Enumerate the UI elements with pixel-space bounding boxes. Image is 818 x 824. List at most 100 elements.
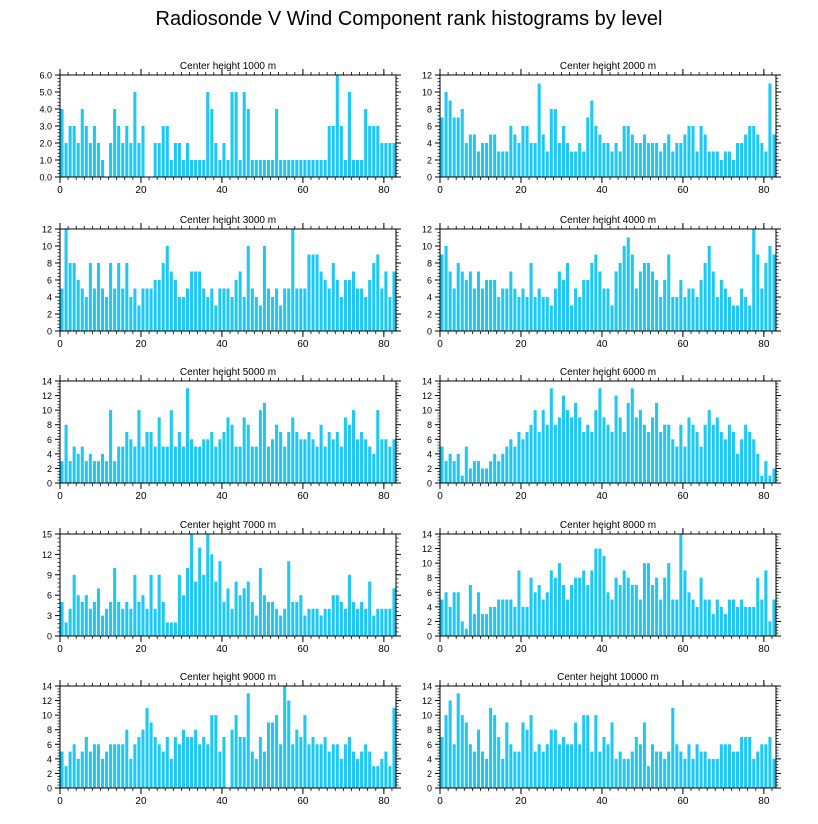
histogram-bar bbox=[307, 432, 311, 483]
histogram-bar bbox=[190, 160, 194, 177]
y-tick-label: 12 bbox=[422, 544, 432, 554]
histogram-bar bbox=[671, 297, 675, 331]
histogram-bar bbox=[655, 280, 659, 331]
histogram-bar bbox=[262, 246, 266, 331]
histogram-bar bbox=[671, 439, 675, 483]
y-tick-label: 4 bbox=[427, 754, 432, 764]
histogram-bar bbox=[614, 143, 618, 177]
histogram-bar bbox=[351, 160, 356, 177]
histogram-bar bbox=[157, 280, 161, 331]
histogram-bar bbox=[598, 751, 602, 788]
histogram-bar bbox=[105, 461, 109, 483]
histogram-bar bbox=[578, 417, 582, 483]
x-tick-label: 60 bbox=[677, 644, 689, 655]
histogram-bar bbox=[659, 599, 663, 636]
y-tick-label: 14 bbox=[422, 377, 432, 387]
histogram-bar bbox=[460, 715, 464, 788]
histogram-bar bbox=[586, 280, 590, 331]
histogram-bar bbox=[651, 143, 655, 177]
histogram-bar bbox=[525, 606, 529, 636]
histogram-bar bbox=[553, 424, 557, 483]
histogram-bar bbox=[570, 417, 574, 483]
histogram-bar bbox=[655, 143, 659, 177]
histogram-bar bbox=[210, 554, 214, 636]
histogram-bar bbox=[92, 744, 96, 788]
histogram-bar bbox=[772, 254, 776, 331]
histogram-bar bbox=[262, 160, 266, 177]
histogram-bar bbox=[707, 599, 711, 636]
histogram-bar bbox=[699, 280, 703, 331]
histogram-bar bbox=[727, 424, 731, 483]
histogram-bar bbox=[113, 461, 117, 483]
x-tick-label: 40 bbox=[216, 796, 228, 807]
histogram-bar bbox=[618, 751, 622, 788]
histogram-bar bbox=[125, 263, 129, 331]
histogram-bar bbox=[541, 297, 545, 331]
histogram-bar bbox=[96, 461, 100, 483]
histogram-bar bbox=[194, 729, 198, 788]
y-tick-label: 14 bbox=[42, 377, 52, 387]
y-tick-label: 4 bbox=[427, 139, 432, 149]
histogram-bar bbox=[557, 744, 561, 788]
histogram-bar bbox=[695, 606, 699, 636]
histogram-bar bbox=[760, 599, 764, 636]
histogram-bar bbox=[198, 160, 202, 177]
histogram-bar bbox=[606, 424, 610, 483]
histogram-bar bbox=[521, 722, 525, 788]
y-tick-label: 14 bbox=[422, 682, 432, 692]
histogram-bar bbox=[586, 585, 590, 636]
histogram-bar bbox=[137, 305, 141, 331]
histogram-bar bbox=[117, 126, 121, 177]
histogram-bar bbox=[238, 595, 242, 636]
histogram-bar bbox=[331, 744, 335, 788]
histogram-bar bbox=[703, 134, 707, 177]
histogram-bar bbox=[129, 608, 133, 636]
histogram-bar bbox=[262, 595, 266, 636]
histogram-bar bbox=[250, 751, 254, 788]
y-tick-label: 2 bbox=[47, 310, 52, 320]
histogram-bar bbox=[84, 461, 88, 483]
histogram-bar bbox=[715, 151, 719, 177]
histogram-bar bbox=[105, 751, 109, 788]
y-tick-label: 0 bbox=[427, 784, 432, 794]
histogram-bar bbox=[606, 592, 610, 636]
histogram-bar bbox=[472, 751, 476, 788]
histogram-bar bbox=[311, 439, 315, 483]
y-tick-label: 0 bbox=[47, 632, 52, 642]
histogram-bar bbox=[194, 581, 198, 636]
histogram-bar bbox=[173, 737, 177, 788]
histogram-bar bbox=[181, 446, 185, 483]
histogram-bar bbox=[752, 439, 756, 483]
x-tick-label: 60 bbox=[677, 491, 689, 502]
histogram-bar bbox=[202, 574, 206, 636]
histogram-bar bbox=[133, 446, 137, 483]
histogram-bar bbox=[153, 608, 157, 636]
y-tick-label: 8 bbox=[427, 725, 432, 735]
histogram-bar bbox=[448, 271, 452, 331]
x-tick-label: 0 bbox=[57, 339, 63, 350]
histogram-bar bbox=[634, 417, 638, 483]
histogram-bar bbox=[557, 271, 561, 331]
histogram-bar bbox=[335, 595, 339, 636]
y-tick-label: 6 bbox=[427, 122, 432, 132]
histogram-bar bbox=[703, 424, 707, 483]
x-tick-label: 40 bbox=[596, 796, 608, 807]
y-tick-label: 10 bbox=[422, 88, 432, 98]
x-tick-label: 80 bbox=[378, 796, 390, 807]
histogram-bar bbox=[206, 297, 210, 331]
histogram-bar bbox=[80, 288, 84, 331]
histogram-bar bbox=[489, 707, 493, 788]
histogram-bar bbox=[190, 439, 194, 483]
histogram-bar bbox=[525, 297, 529, 331]
histogram-bar bbox=[194, 160, 198, 177]
histogram-bar bbox=[594, 548, 598, 636]
histogram-bar bbox=[646, 766, 651, 788]
histogram-bar bbox=[311, 160, 315, 177]
histogram-bar bbox=[663, 758, 667, 788]
histogram-bar bbox=[731, 751, 736, 788]
histogram-bar bbox=[744, 737, 748, 788]
histogram-bar bbox=[141, 595, 145, 636]
histogram-bar bbox=[764, 461, 768, 483]
y-tick-label: 10 bbox=[42, 242, 52, 252]
histogram-bar bbox=[271, 722, 275, 788]
